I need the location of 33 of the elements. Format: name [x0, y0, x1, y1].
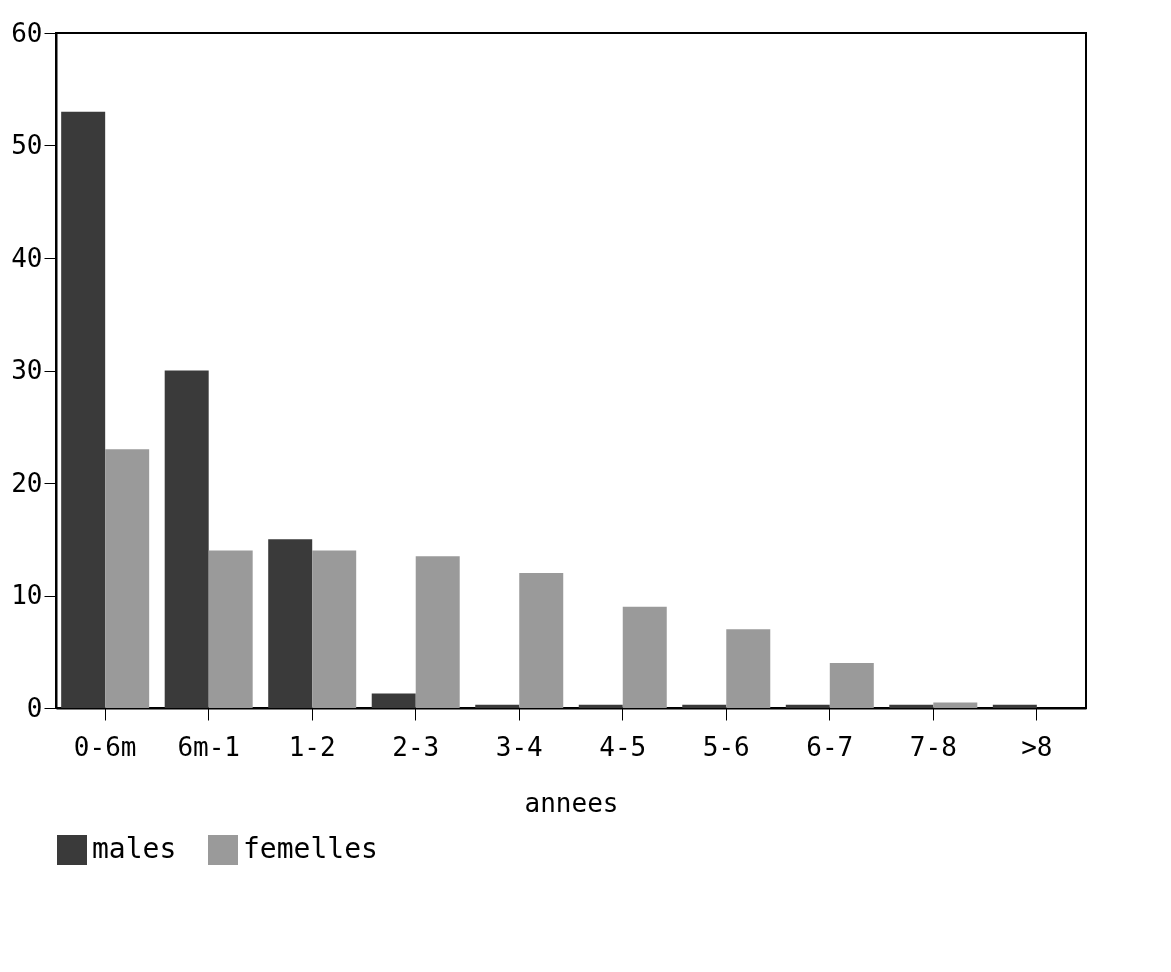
- x-axis-title: annees: [524, 787, 619, 818]
- x-tick-label: 0-6m: [73, 731, 137, 762]
- y-tick-label: 40: [11, 242, 43, 273]
- x-tick-label: 6m-1: [177, 731, 240, 762]
- bar: [61, 111, 106, 708]
- bar: [829, 663, 874, 708]
- bar: [268, 539, 313, 708]
- y-tick-label: 50: [11, 130, 43, 160]
- x-tick-label: 1-2: [288, 731, 336, 762]
- y-tick-label: 60: [11, 17, 43, 48]
- bar: [371, 693, 416, 708]
- x-tick-label: 4-5: [599, 731, 647, 762]
- bar: [415, 556, 460, 708]
- y-tick-label: 0: [26, 692, 43, 723]
- bar: [312, 550, 357, 708]
- x-tick-label: 2-3: [392, 731, 440, 762]
- x-tick-label: 5-6: [702, 731, 750, 762]
- legend-label: femelles: [243, 832, 378, 865]
- x-tick-label: 3-4: [495, 731, 543, 762]
- bar: [726, 629, 771, 708]
- bar: [933, 702, 978, 708]
- y-tick-label: 20: [11, 467, 43, 498]
- x-tick-label: >8: [1021, 731, 1053, 762]
- y-tick-label: 10: [11, 580, 43, 610]
- y-tick-label: 30: [11, 355, 43, 385]
- bar: [208, 550, 253, 708]
- x-tick-label: 6-7: [806, 731, 854, 762]
- bar: [164, 370, 209, 708]
- legend-label: males: [92, 832, 177, 865]
- bar: [519, 573, 564, 708]
- x-tick-label: 7-8: [909, 731, 957, 762]
- bar: [105, 449, 150, 708]
- bar: [622, 606, 667, 708]
